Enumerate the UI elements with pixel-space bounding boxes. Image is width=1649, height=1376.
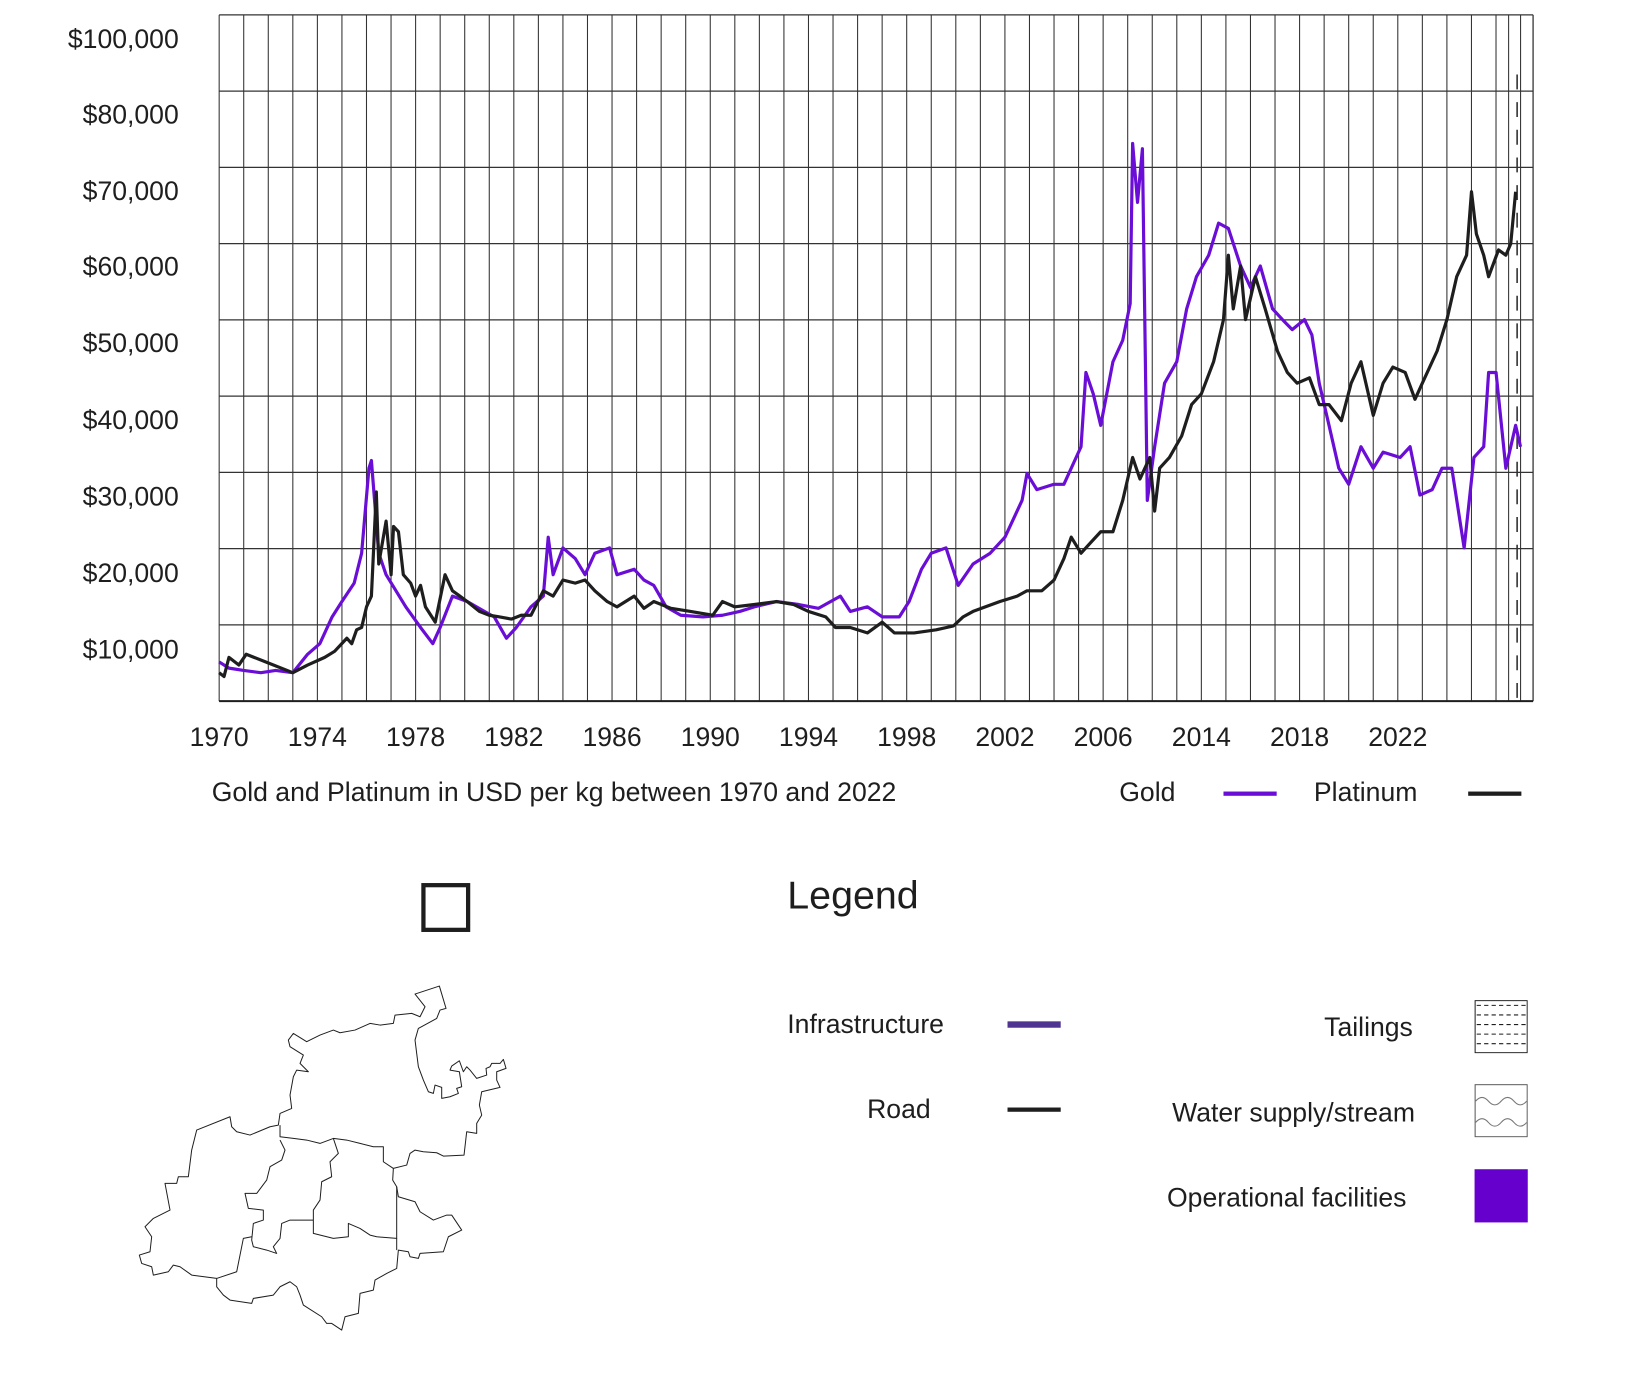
region-map bbox=[138, 985, 507, 1331]
x-tick-label: 2002 bbox=[975, 722, 1034, 752]
legend-title: Legend bbox=[787, 873, 919, 918]
platinum-series-line bbox=[218, 190, 1518, 679]
legend-operational-label: Operational facilities bbox=[1166, 1183, 1407, 1213]
x-tick-label: 1998 bbox=[877, 722, 936, 752]
y-tick-label: $80,000 bbox=[83, 99, 179, 129]
x-tick-label: 1970 bbox=[190, 722, 249, 752]
y-tick-label: $50,000 bbox=[83, 328, 179, 358]
x-tick-label: 1982 bbox=[484, 722, 543, 752]
legend-gold-label: Gold bbox=[1119, 777, 1176, 808]
gold-series-line bbox=[218, 141, 1523, 675]
y-tick-label: $40,000 bbox=[83, 405, 179, 435]
locator-square-icon bbox=[421, 883, 471, 932]
y-tick-label: $70,000 bbox=[83, 176, 179, 206]
legend-gold-swatch bbox=[1223, 791, 1277, 796]
legend-infrastructure-label: Infrastructure bbox=[787, 1009, 944, 1040]
chart-caption: Gold and Platinum in USD per kg between … bbox=[211, 777, 897, 808]
map-border bbox=[279, 1125, 394, 1169]
x-tick-label: 2018 bbox=[1270, 722, 1329, 752]
legend-platinum-label: Platinum bbox=[1313, 777, 1418, 808]
x-tick-label: 1978 bbox=[386, 722, 445, 752]
x-tick-label: 1990 bbox=[681, 722, 740, 752]
y-tick-label: $30,000 bbox=[83, 481, 179, 511]
x-tick-label: 1974 bbox=[288, 722, 347, 752]
water-stream-pattern-icon bbox=[1474, 1084, 1528, 1138]
legend-road-label: Road bbox=[867, 1094, 931, 1125]
road-swatch bbox=[1007, 1107, 1061, 1112]
map-border bbox=[216, 1236, 252, 1279]
y-tick-label: $100,000 bbox=[68, 24, 179, 54]
operational-facilities-swatch bbox=[1474, 1169, 1528, 1223]
x-tick-label: 2022 bbox=[1368, 722, 1427, 752]
tailings-pattern-icon bbox=[1474, 1000, 1528, 1054]
legend-tailings-label: Tailings bbox=[1324, 1012, 1413, 1043]
map-outline bbox=[138, 985, 507, 1331]
legend-water-label: Water supply/stream bbox=[1172, 1097, 1415, 1128]
map-border bbox=[312, 1138, 398, 1239]
infrastructure-swatch bbox=[1007, 1021, 1061, 1028]
y-tick-label: $10,000 bbox=[83, 635, 179, 665]
y-tick-label: $60,000 bbox=[83, 252, 179, 282]
x-tick-label: 1986 bbox=[582, 722, 641, 752]
x-tick-label: 1994 bbox=[779, 722, 838, 752]
price-chart: $100,000 $80,000 $70,000 $60,000 $50,000 $40,… bbox=[68, 14, 1534, 752]
legend-platinum-swatch bbox=[1468, 791, 1522, 796]
map-border bbox=[244, 1139, 314, 1254]
x-tick-label: 2014 bbox=[1172, 722, 1231, 752]
y-tick-label: $20,000 bbox=[83, 558, 179, 588]
x-tick-label: 2006 bbox=[1074, 722, 1133, 752]
